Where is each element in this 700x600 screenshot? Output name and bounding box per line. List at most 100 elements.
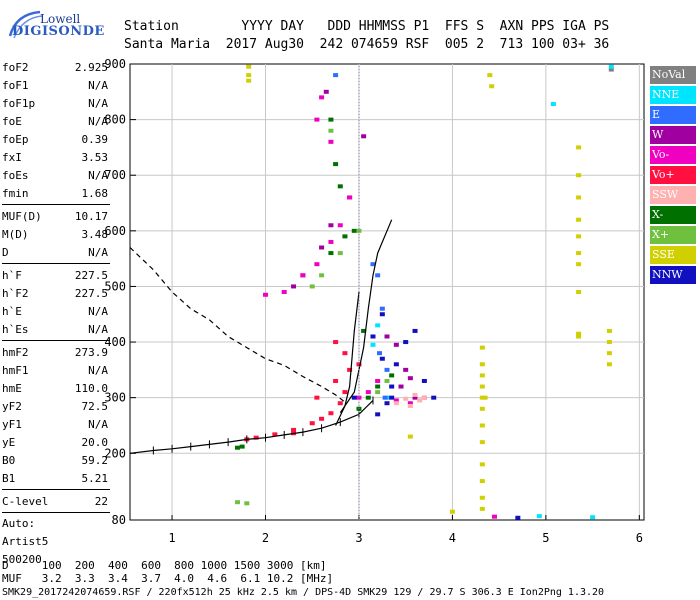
- data-point: [393, 398, 399, 403]
- data-point: [253, 435, 259, 440]
- footer-file-info: SMK29_2017242074659.RSF / 220fx512h 25 k…: [2, 587, 605, 598]
- param-row: yF1 N/A: [2, 415, 110, 433]
- data-point: [337, 401, 343, 406]
- data-point: [328, 239, 334, 244]
- legend-item: SSE: [650, 246, 696, 264]
- data-point: [590, 515, 596, 520]
- param-row: yF2 72.5: [2, 397, 110, 415]
- data-point: [323, 89, 329, 94]
- param-row: foE N/A: [2, 112, 110, 130]
- autoscale-text: Auto:: [2, 517, 36, 530]
- data-point: [379, 356, 385, 361]
- data-point: [382, 395, 388, 400]
- param-value: N/A: [88, 96, 108, 110]
- data-point: [333, 378, 339, 383]
- legend-item: X-: [650, 206, 696, 224]
- data-point: [347, 195, 353, 200]
- param-value: 227.5: [74, 268, 108, 282]
- legend-item: Vo+: [650, 166, 696, 184]
- data-point: [281, 290, 287, 294]
- logo-brand: Lowell: [40, 12, 81, 26]
- data-point: [431, 395, 437, 400]
- param-value: 20.0: [81, 435, 109, 449]
- separator: [2, 512, 110, 513]
- param-value: 1.68: [81, 186, 109, 200]
- data-point: [375, 384, 381, 389]
- data-point: [356, 362, 362, 367]
- data-point: [608, 67, 614, 72]
- data-point: [515, 515, 521, 520]
- data-point: [407, 401, 413, 406]
- data-point: [337, 184, 343, 189]
- data-point: [487, 73, 493, 78]
- legend-item: W: [650, 126, 696, 144]
- legend: NoVal NNE E W Vo- Vo+ SSW X- X+ SSE NNW: [650, 66, 696, 286]
- footer-distance-row: D 100 200 400 600 800 1000 1500 3000 [km…: [2, 559, 327, 572]
- data-point: [479, 373, 485, 378]
- data-point: [361, 328, 367, 333]
- param-value: N/A: [88, 304, 108, 318]
- y-tick-label: 80: [112, 513, 126, 527]
- param-name: B1: [2, 471, 16, 485]
- param-value: N/A: [88, 363, 108, 377]
- data-point: [379, 306, 385, 311]
- data-point: [479, 362, 485, 367]
- data-point: [576, 262, 582, 267]
- param-value: 10.17: [74, 209, 108, 223]
- data-point: [234, 445, 240, 450]
- data-point: [489, 84, 495, 89]
- data-point: [244, 501, 250, 506]
- data-point: [342, 234, 348, 239]
- data-point: [246, 64, 252, 69]
- data-point: [314, 117, 320, 122]
- data-point: [309, 421, 315, 426]
- data-point: [403, 396, 409, 401]
- data-point: [375, 390, 381, 395]
- data-point: [246, 73, 252, 78]
- data-point: [606, 351, 612, 356]
- data-point: [576, 217, 582, 222]
- header-values: Santa Maria 2017 Aug30 242 074659 RSF 00…: [124, 37, 610, 52]
- data-point: [239, 444, 245, 449]
- param-name: foF1p: [2, 96, 36, 110]
- param-name: foEs: [2, 168, 29, 182]
- param-name: h`Es: [2, 322, 29, 336]
- data-point: [319, 245, 325, 250]
- data-point: [379, 312, 385, 317]
- param-row: foF1p N/A: [2, 94, 110, 112]
- param-name: hmE: [2, 381, 22, 395]
- param-name: yF2: [2, 399, 22, 413]
- data-point: [576, 145, 582, 150]
- x-tick-label: 6: [636, 531, 643, 545]
- data-point: [300, 273, 306, 278]
- data-point: [393, 342, 399, 347]
- param-row: hmF2 273.9: [2, 343, 110, 361]
- data-point: [403, 367, 409, 372]
- param-row: h`F 227.5: [2, 266, 110, 284]
- param-row: foF2 2.925: [2, 58, 110, 76]
- param-value: 227.5: [74, 286, 108, 300]
- trace-curve: [129, 399, 374, 454]
- data-point: [309, 284, 315, 289]
- data-point: [407, 434, 413, 439]
- param-row: D N/A: [2, 243, 110, 261]
- data-point: [479, 395, 485, 400]
- data-point: [479, 495, 485, 500]
- param-row: foEp 0.39: [2, 130, 110, 148]
- autoscale-text: Artist5: [2, 535, 49, 548]
- data-point: [314, 262, 320, 267]
- data-point: [272, 432, 278, 437]
- param-value: 0.39: [81, 132, 109, 146]
- param-value: N/A: [88, 417, 108, 431]
- data-point: [412, 395, 418, 400]
- param-row: foF1 N/A: [2, 76, 110, 94]
- x-tick-label: 4: [449, 531, 456, 545]
- data-point: [482, 395, 488, 400]
- data-point: [576, 234, 582, 239]
- data-point: [403, 340, 409, 345]
- param-row: fxI 3.53: [2, 148, 110, 166]
- data-point: [319, 273, 325, 278]
- data-point: [384, 378, 390, 383]
- legend-item: NNW: [650, 266, 696, 284]
